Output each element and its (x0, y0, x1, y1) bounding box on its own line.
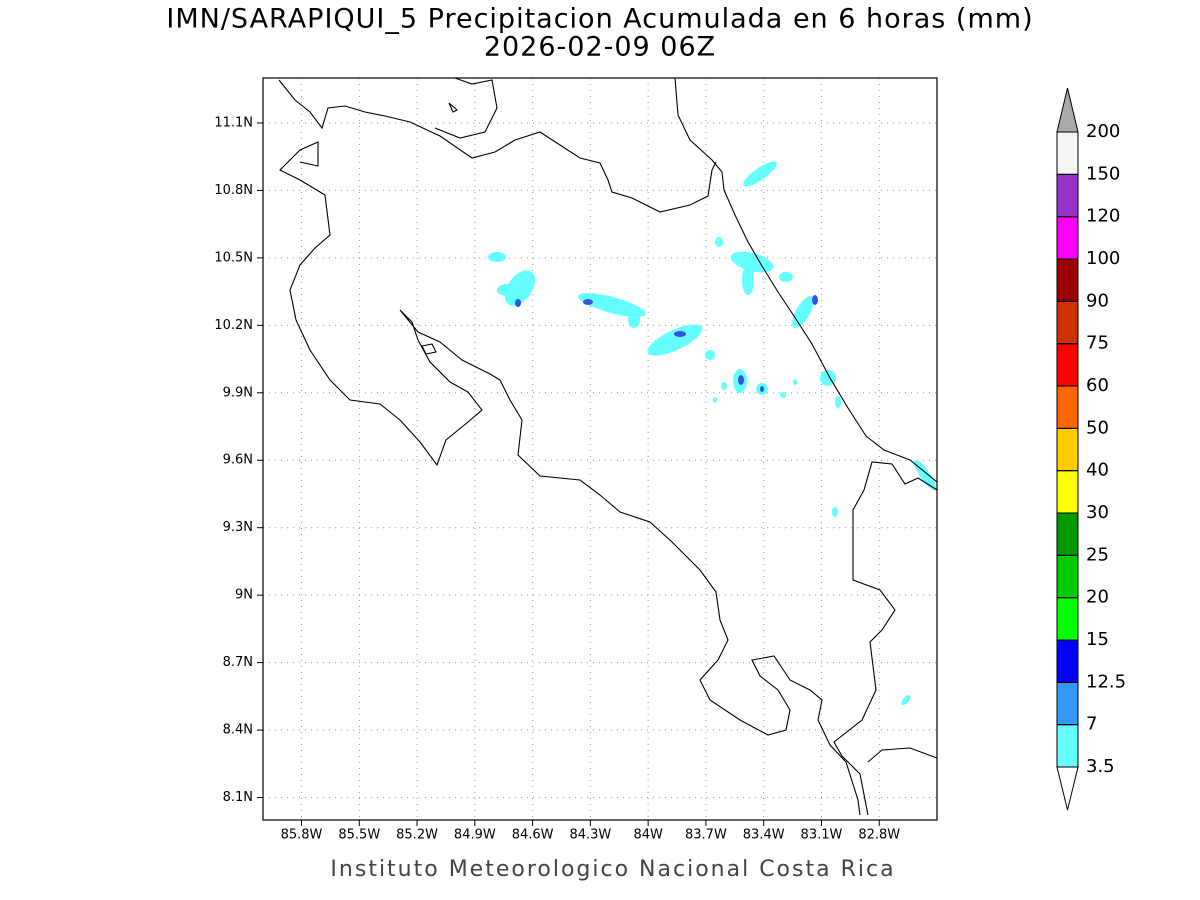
colorbar-label: 75 (1086, 333, 1109, 354)
coastline (833, 461, 938, 816)
y-tick-label: 8.1N (223, 790, 253, 805)
colorbar-box (1056, 216, 1079, 260)
title: IMN/SARAPIQUI_5 Precipitacion Acumulada … (166, 4, 1033, 35)
colorbar-box (1056, 173, 1079, 218)
coastlines (278, 77, 938, 816)
colorbar-box (1056, 512, 1079, 556)
map-frame (262, 77, 938, 821)
colorbar-box (1056, 258, 1079, 302)
x-tick-label: 84.6W (512, 828, 554, 843)
rain-area (721, 382, 727, 390)
rain-area (715, 237, 723, 247)
rain-area (488, 252, 506, 262)
colorbar-box (1056, 343, 1079, 387)
colorbar-box (1056, 300, 1079, 345)
y-tick-label: 11.1N (214, 115, 253, 130)
colorbar-under (1056, 766, 1079, 811)
rain-core (674, 331, 686, 337)
rain-area (901, 695, 911, 705)
x-tick-label: 84.9W (454, 828, 496, 843)
colorbar-label: 7 (1086, 714, 1097, 735)
colorbar-label: 3.5 (1086, 756, 1115, 777)
colorbar-box (1056, 554, 1079, 599)
rain-area (832, 507, 838, 517)
colorbar-box (1056, 681, 1079, 726)
colorbar-label: 60 (1086, 375, 1109, 396)
x-tick-label: 83.7W (685, 828, 727, 843)
x-tick-label: 84W (633, 828, 663, 843)
rain-area (792, 296, 814, 328)
colorbar-box (1056, 724, 1079, 768)
x-tick-label: 83.4W (743, 828, 785, 843)
precipitation (488, 161, 937, 705)
rain-area (647, 324, 703, 356)
coastline (867, 747, 938, 763)
coastline (279, 141, 861, 816)
colorbar-box (1056, 597, 1079, 641)
coastline (674, 77, 938, 483)
y-tick-label: 9.3N (223, 520, 253, 535)
rain-area (578, 293, 646, 317)
subtitle: 2026-02-09 06Z (484, 32, 716, 63)
grid (263, 78, 937, 820)
y-tick-label: 10.5N (214, 250, 253, 265)
x-tick-label: 85.2W (396, 828, 438, 843)
colorbar-label: 20 (1086, 587, 1109, 608)
rain-core (583, 299, 593, 305)
x-tick-label: 85.8W (281, 828, 323, 843)
rain-core (738, 375, 744, 385)
y-tick-label: 8.4N (223, 723, 253, 738)
x-tick-label: 82.8W (858, 828, 900, 843)
rain-area (913, 459, 937, 491)
x-tick-label: 85.5W (338, 828, 380, 843)
x-tick-label: 84.3W (569, 828, 611, 843)
rain-area (793, 379, 797, 385)
colorbar-box (1056, 639, 1079, 683)
footer: Instituto Meteorologico Nacional Costa R… (330, 857, 895, 882)
rain-area (705, 350, 715, 360)
colorbar-box (1056, 131, 1079, 175)
colorbar-label: 150 (1086, 163, 1120, 184)
colorbar-box (1056, 427, 1079, 472)
colorbar-box (1056, 385, 1079, 429)
colorbar-label: 12.5 (1086, 671, 1126, 692)
rain-core (812, 295, 818, 305)
colorbar-box (1056, 470, 1079, 514)
y-tick-label: 10.2N (214, 318, 253, 333)
y-tick-label: 9.9N (223, 385, 253, 400)
rain-area (504, 270, 536, 306)
y-tick-label: 9N (235, 588, 253, 603)
colorbar-label: 30 (1086, 502, 1109, 523)
colorbar-label: 15 (1086, 629, 1109, 650)
rain-area (835, 396, 841, 408)
rain-core (760, 386, 764, 392)
coastline (278, 79, 717, 213)
colorbar-label: 40 (1086, 460, 1109, 481)
colorbar: 3.5 7 12.5 15 20 25 30 40 50 60 75 90 100 120 150 200 (1056, 87, 1126, 811)
y-tick-label: 9.6N (223, 453, 253, 468)
colorbar-over (1056, 87, 1079, 133)
coastline (421, 343, 437, 355)
x-tick-label: 83.1W (801, 828, 843, 843)
rain-core (515, 299, 521, 307)
rain-area (780, 392, 786, 398)
colorbar-label: 100 (1086, 248, 1120, 269)
colorbar-label: 90 (1086, 290, 1109, 311)
y-tick-label: 8.7N (223, 655, 253, 670)
coastline (434, 77, 498, 139)
rain-area (713, 397, 717, 403)
colorbar-label: 120 (1086, 206, 1120, 227)
colorbar-label: 50 (1086, 417, 1109, 438)
rain-area (779, 272, 793, 282)
rain-area (497, 284, 517, 296)
rain-area (628, 312, 640, 328)
colorbar-label: 200 (1086, 121, 1120, 142)
rain-area (742, 265, 754, 295)
coastline (448, 102, 458, 113)
colorbar-label: 25 (1086, 544, 1109, 565)
y-tick-label: 10.8N (214, 183, 253, 198)
rain-area (743, 161, 777, 187)
